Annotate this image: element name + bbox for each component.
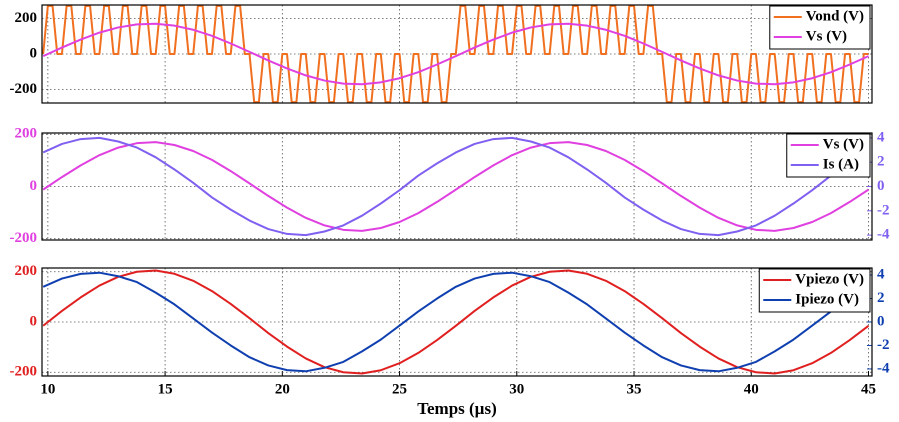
x-tick-label: 30 <box>509 381 524 397</box>
plot-frame <box>41 267 873 377</box>
y2-tick-label: -2 <box>877 337 890 353</box>
x-tick-label: 15 <box>158 381 173 397</box>
x-tick-label: 25 <box>392 381 407 397</box>
legend-box <box>786 133 871 178</box>
y-tick-label: 200 <box>15 10 38 26</box>
series-line <box>42 271 870 373</box>
y2-tick-label: -4 <box>877 360 890 376</box>
y2-tick-label: 2 <box>877 290 885 306</box>
x-tick-label: 45 <box>861 381 876 397</box>
y2-tick-label: 0 <box>877 313 885 329</box>
legend-label: Vs (V) <box>823 136 864 152</box>
plot-frame <box>41 132 873 241</box>
y-tick-label: -200 <box>10 81 38 97</box>
x-tick-label: 40 <box>744 381 759 397</box>
series-line <box>42 5 869 103</box>
legend-box <box>769 5 871 50</box>
x-tick-label: 35 <box>627 381 642 397</box>
series-line <box>42 136 869 237</box>
y2-tick-label: 4 <box>877 129 885 145</box>
x-tick-label: 10 <box>40 381 55 397</box>
y2-tick-label: 0 <box>877 178 885 194</box>
series-line <box>42 141 870 232</box>
y-tick-label: 0 <box>30 45 38 61</box>
y-tick-label: -200 <box>10 230 38 246</box>
legend-box <box>758 268 871 313</box>
series-line <box>42 22 869 86</box>
y-tick-label: 0 <box>30 178 38 194</box>
y-tick-label: 200 <box>15 126 38 142</box>
y-tick-label: -200 <box>10 364 38 380</box>
y-tick-label: 200 <box>15 263 38 279</box>
legend: Vond (V) Vs (V) <box>769 5 871 50</box>
legend-label: Vs (V) <box>806 28 847 44</box>
x-axis-label: Temps (µs) <box>417 399 497 418</box>
y2-tick-label: -2 <box>877 202 890 218</box>
x-tick-label: 20 <box>275 381 290 397</box>
plot-frame <box>41 4 873 104</box>
legend: Vpiezo (V) Ipiezo (V) <box>758 268 871 313</box>
legend-label: Ipiezo (V) <box>795 291 859 307</box>
legend-label: Is (A) <box>823 156 859 172</box>
y2-tick-label: 2 <box>877 154 885 170</box>
y2-tick-label: 4 <box>877 266 885 282</box>
y2-tick-label: -4 <box>877 227 890 243</box>
legend-label: Vond (V) <box>806 8 864 24</box>
y-tick-label: 0 <box>30 313 38 329</box>
series-line <box>42 269 870 375</box>
legend-label: Vpiezo (V) <box>795 271 864 287</box>
legend: Vs (V) Is (A) <box>786 133 871 178</box>
